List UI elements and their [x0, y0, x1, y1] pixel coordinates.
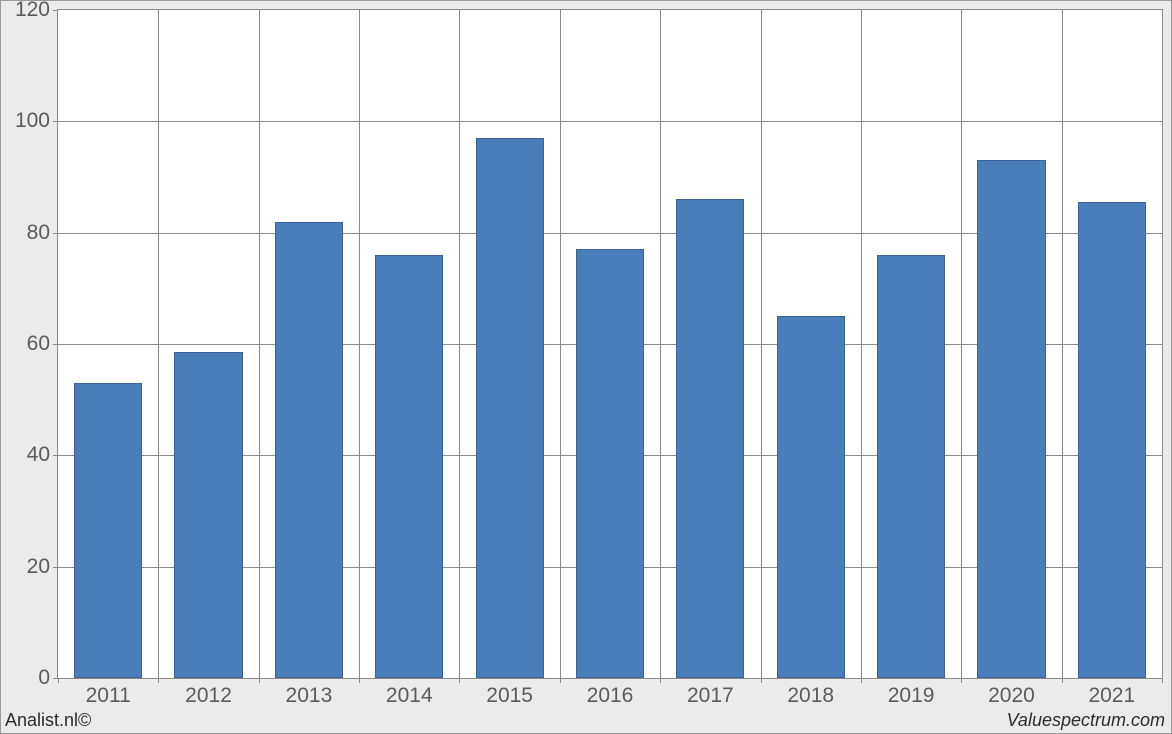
y-tick-mark — [53, 567, 58, 568]
gridline-horizontal — [58, 121, 1162, 122]
x-tick-label: 2017 — [687, 684, 734, 708]
x-tick-mark — [861, 678, 862, 683]
x-tick-mark — [158, 678, 159, 683]
x-tick-mark — [1062, 678, 1063, 683]
x-tick-label: 2018 — [787, 684, 834, 708]
bar — [1078, 202, 1146, 678]
x-tick-mark — [961, 678, 962, 683]
x-tick-label: 2015 — [486, 684, 533, 708]
y-tick-label: 40 — [27, 443, 50, 467]
bar — [576, 249, 644, 678]
y-tick-mark — [53, 455, 58, 456]
y-tick-mark — [53, 10, 58, 11]
x-tick-mark — [58, 678, 59, 683]
x-tick-label: 2020 — [988, 684, 1035, 708]
gridline-vertical — [259, 10, 260, 678]
x-tick-label: 2019 — [888, 684, 935, 708]
gridline-vertical — [359, 10, 360, 678]
x-tick-mark — [359, 678, 360, 683]
gridline-vertical — [861, 10, 862, 678]
y-tick-label: 100 — [15, 109, 50, 133]
x-tick-mark — [459, 678, 460, 683]
bar — [74, 383, 142, 678]
bar — [375, 255, 443, 678]
bar — [676, 199, 744, 678]
footer-left-text: Analist.nl© — [5, 710, 91, 731]
x-tick-mark — [560, 678, 561, 683]
gridline-vertical — [1062, 10, 1063, 678]
y-tick-mark — [53, 233, 58, 234]
y-tick-label: 80 — [27, 221, 50, 245]
y-tick-label: 0 — [38, 666, 50, 690]
x-tick-mark — [761, 678, 762, 683]
gridline-vertical — [660, 10, 661, 678]
bar — [777, 316, 845, 678]
gridline-vertical — [961, 10, 962, 678]
x-tick-label: 2012 — [185, 684, 232, 708]
gridline-vertical — [459, 10, 460, 678]
x-tick-label: 2013 — [286, 684, 333, 708]
y-tick-label: 60 — [27, 332, 50, 356]
gridline-vertical — [560, 10, 561, 678]
gridline-vertical — [158, 10, 159, 678]
x-tick-mark — [259, 678, 260, 683]
bar — [877, 255, 945, 678]
bar — [977, 160, 1045, 678]
bar — [174, 352, 242, 678]
y-tick-label: 20 — [27, 555, 50, 579]
y-tick-mark — [53, 344, 58, 345]
gridline-vertical — [761, 10, 762, 678]
y-tick-mark — [53, 121, 58, 122]
chart-container: 0 20 40 60 80 100 120 2011 2012 2013 2014 2015 2016 2… — [0, 0, 1172, 734]
x-tick-mark — [1162, 678, 1163, 683]
plot-area: 0204060801001202011201220132014201520162… — [57, 9, 1163, 679]
x-tick-label: 2011 — [86, 684, 131, 708]
footer-right-text: Valuespectrum.com — [1007, 710, 1165, 731]
x-tick-mark — [660, 678, 661, 683]
y-tick-label: 120 — [15, 0, 50, 22]
x-tick-label: 2021 — [1088, 684, 1135, 708]
bar — [476, 138, 544, 678]
bar — [275, 222, 343, 678]
x-tick-label: 2014 — [386, 684, 433, 708]
x-tick-label: 2016 — [587, 684, 634, 708]
